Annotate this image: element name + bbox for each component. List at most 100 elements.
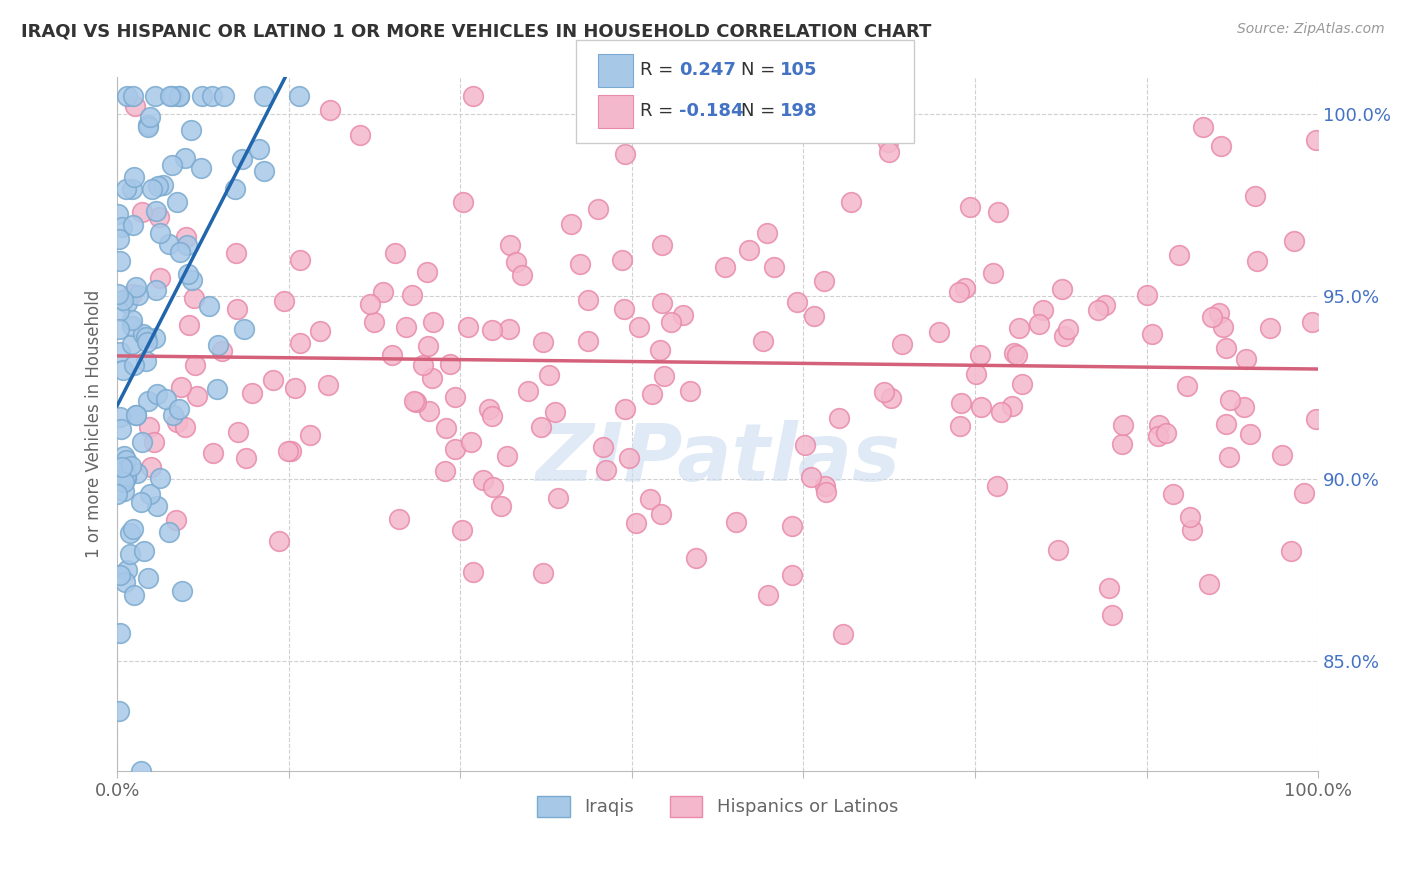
Point [162,408,184,422]
Point [107,287,129,301]
Point [1147,417,1170,432]
Point [174,151,197,165]
Point [838,95,860,110]
Point [948,285,970,300]
Point [1239,426,1261,441]
Point [415,265,437,279]
Point [152,178,174,193]
Point [121,336,143,351]
Point [434,421,457,435]
Point [114,452,136,467]
Legend: Iraqis, Hispanics or Latinos: Iraqis, Hispanics or Latinos [530,789,905,824]
Text: R =: R = [640,103,679,120]
Point [420,371,443,385]
Point [1301,314,1323,328]
Point [1282,234,1305,248]
Point [107,207,129,221]
Point [481,409,503,423]
Point [111,219,134,234]
Point [169,244,191,259]
Point [1056,322,1078,336]
Point [160,159,183,173]
Point [253,88,276,103]
Point [166,194,188,209]
Point [298,428,321,442]
Point [110,465,132,479]
Point [651,296,673,310]
Point [120,458,142,473]
Point [121,313,143,327]
Point [181,273,204,287]
Point [780,519,803,533]
Point [107,304,129,318]
Point [1198,576,1220,591]
Point [461,565,484,579]
Point [288,88,311,103]
Point [832,626,855,640]
Point [496,449,519,463]
Point [650,507,672,521]
Point [1052,329,1074,343]
Point [613,301,636,316]
Point [108,409,131,424]
Point [873,384,896,399]
Point [111,293,134,307]
Point [990,405,1012,419]
Point [277,443,299,458]
Point [405,394,427,409]
Point [214,88,236,103]
Point [138,394,160,409]
Point [110,567,132,582]
Point [107,487,129,501]
Point [800,470,823,484]
Point [751,334,773,348]
Point [129,764,152,778]
Point [139,460,162,475]
Point [114,471,136,485]
Text: N =: N = [741,61,780,78]
Point [1234,352,1257,367]
Point [970,400,993,414]
Point [112,449,135,463]
Point [118,526,141,541]
Point [115,563,138,577]
Point [127,288,149,302]
Point [1215,417,1237,432]
Point [125,280,148,294]
Point [510,268,533,282]
Point [714,260,737,275]
Point [959,200,981,214]
Point [569,257,592,271]
Point [1181,523,1204,537]
Point [384,245,406,260]
Point [226,425,249,440]
Point [167,88,190,103]
Point [198,299,221,313]
Point [167,401,190,416]
Point [624,516,647,530]
Point [224,182,246,196]
Point [478,402,501,417]
Point [443,442,465,457]
Point [489,499,512,513]
Point [531,566,554,580]
Point [170,380,193,394]
Point [1292,486,1315,500]
Point [499,238,522,252]
Point [190,88,212,103]
Point [138,420,160,434]
Point [231,153,253,167]
Point [1011,377,1033,392]
Point [595,463,617,477]
Point [761,101,783,115]
Point [225,301,247,316]
Text: 105: 105 [780,61,818,78]
Point [125,408,148,422]
Point [766,88,789,103]
Point [207,383,229,397]
Point [592,440,614,454]
Point [309,324,332,338]
Point [1233,400,1256,414]
Point [180,123,202,137]
Point [839,194,862,209]
